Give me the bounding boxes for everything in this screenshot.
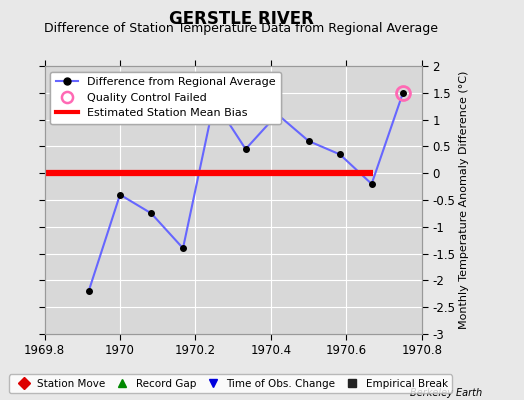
Text: Berkeley Earth: Berkeley Earth: [410, 388, 482, 398]
Legend: Station Move, Record Gap, Time of Obs. Change, Empirical Break: Station Move, Record Gap, Time of Obs. C…: [9, 374, 452, 393]
Legend: Difference from Regional Average, Quality Control Failed, Estimated Station Mean: Difference from Regional Average, Qualit…: [50, 72, 281, 124]
Y-axis label: Monthly Temperature Anomaly Difference (°C): Monthly Temperature Anomaly Difference (…: [460, 71, 470, 329]
Text: Difference of Station Temperature Data from Regional Average: Difference of Station Temperature Data f…: [44, 22, 438, 35]
Text: GERSTLE RIVER: GERSTLE RIVER: [169, 10, 313, 28]
